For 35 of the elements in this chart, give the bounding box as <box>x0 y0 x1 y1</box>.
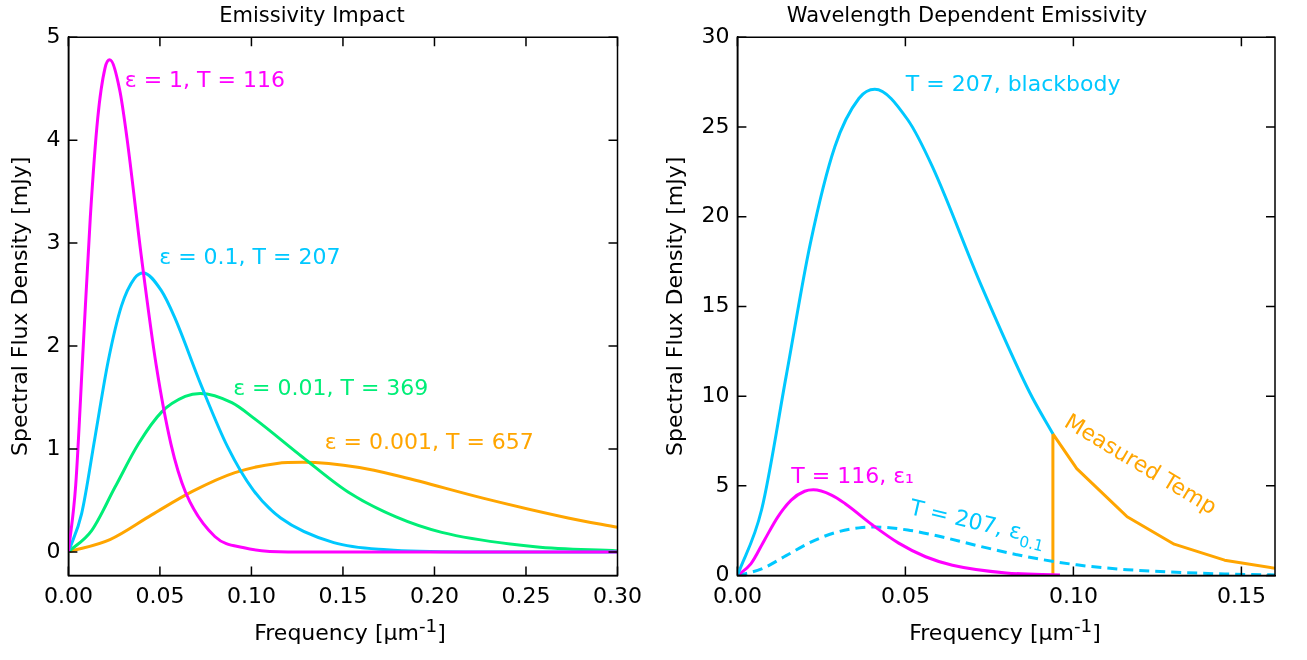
y-tick-label: 25 <box>701 112 730 138</box>
y-axis-title: Spectral Flux Density [mJy] <box>661 156 687 457</box>
chart-title: Emissivity Impact <box>219 3 405 28</box>
y-axis-title: Spectral Flux Density [mJy] <box>6 156 32 457</box>
chart-title: Wavelength Dependent Emissivity <box>786 3 1148 28</box>
x-axis-title: Frequency [μm$^{-1}$] <box>908 614 1102 648</box>
series-label: T = 116, ε₁ <box>790 462 914 488</box>
y-tick-label: 1 <box>46 434 61 460</box>
y-tick-label: 5 <box>715 471 730 497</box>
x-tick-label: 0.10 <box>226 582 276 608</box>
y-tick-label: 0 <box>46 537 61 563</box>
x-tick-label: 0.10 <box>1048 582 1098 608</box>
x-tick-label: 0.00 <box>43 582 93 608</box>
y-tick-label: 4 <box>46 125 61 151</box>
x-tick-label: 0.15 <box>318 582 368 608</box>
x-tick-label: 0.15 <box>1216 582 1266 608</box>
y-tick-label: 2 <box>46 331 61 357</box>
x-tick-label: 0.05 <box>880 582 930 608</box>
series-label: ε = 0.01, T = 369 <box>233 375 429 401</box>
y-tick-label: 10 <box>701 381 730 407</box>
series-label: ε = 1, T = 116 <box>124 66 285 92</box>
y-tick-label: 5 <box>46 22 61 48</box>
y-tick-label: 20 <box>701 202 730 228</box>
y-tick-label: 15 <box>701 292 730 318</box>
y-tick-label: 30 <box>701 22 730 48</box>
y-tick-label: 3 <box>46 228 61 254</box>
text: T = 207, ε0.1 <box>906 494 1046 556</box>
x-axis-title: Frequency [μm$^{-1}$] <box>253 614 447 648</box>
x-tick-label: 0.20 <box>409 582 459 608</box>
series-label: ε = 0.1, T = 207 <box>159 243 341 269</box>
x-tick-label: 0.05 <box>135 582 185 608</box>
series-label: ε = 0.001, T = 657 <box>324 429 534 455</box>
series-label: T = 207, blackbody <box>904 71 1121 97</box>
x-tick-label: 0.30 <box>593 582 642 608</box>
x-tick-label: 0.25 <box>501 582 551 608</box>
